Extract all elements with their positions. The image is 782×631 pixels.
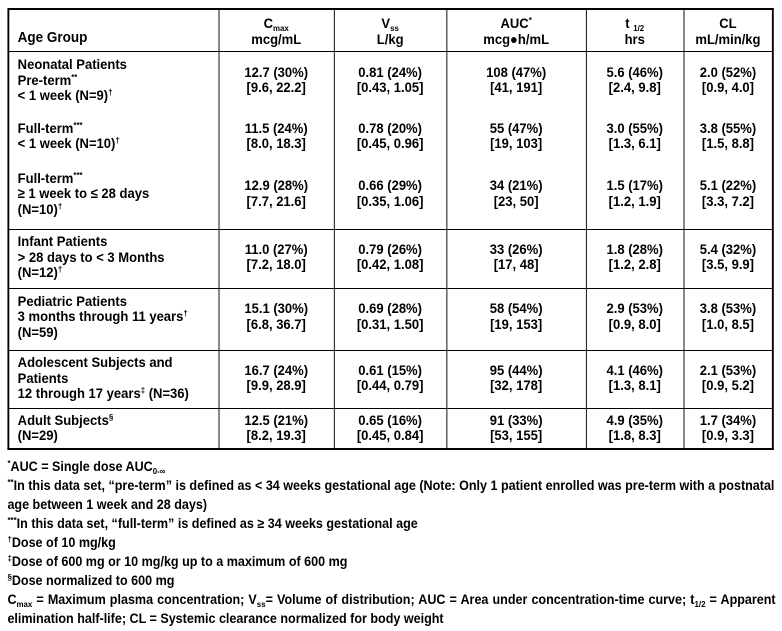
table-row: Infant Patients > 28 days to < 3 Months (N… xyxy=(7,229,774,288)
data-cell: 12.9 (28%) [7.7, 21.6] xyxy=(218,166,335,230)
data-cell: 0.61 (15%) [0.44, 0.79] xyxy=(333,350,447,408)
data-cell: 1.7 (34%) [0.9, 3.3] xyxy=(683,407,774,449)
age-group-cell: Infant Patients > 28 days to < 3 Months (N… xyxy=(7,229,220,288)
data-cell: 11.0 (27%) [7.2, 18.0] xyxy=(218,229,335,288)
table-row: Adult Subjects§ (N=29) 12.5 (21%) [8.2, 19.… xyxy=(7,407,774,449)
table-header-row: Age Group Cmax mcg/mL Vss L/kg AUC* mcg●h/mL t… xyxy=(7,9,774,52)
data-cell: 2.1 (53%) [0.9, 5.2] xyxy=(683,350,774,408)
data-cell: 3.8 (55%) [1.5, 8.8] xyxy=(683,116,774,167)
column-header-1: Cmax mcg/mL xyxy=(218,9,335,52)
data-cell: 5.1 (22%) [3.3, 7.2] xyxy=(683,166,774,230)
footnote-2: **In this data set, “pre-term” is define… xyxy=(7,476,775,512)
footnote-6: §Dose normalized to 600 mg xyxy=(7,571,175,588)
data-cell: 15.1 (30%) [6.8, 36.7] xyxy=(218,287,335,351)
data-cell: 1.5 (17%) [1.2, 1.9] xyxy=(585,166,685,230)
data-cell: 34 (21%) [23, 50] xyxy=(445,166,587,230)
footnote-4: †Dose of 10 mg/kg xyxy=(7,533,116,550)
age-group-cell: Adolescent Subjects and Patients 12 throug… xyxy=(7,350,220,408)
table-row: Pediatric Patients 3 months through 11 ye… xyxy=(7,287,774,351)
age-group-column-header: Age Group xyxy=(7,9,220,52)
data-cell: 12.7 (30%) [9.6, 22.2] xyxy=(218,51,335,117)
data-cell: 5.4 (32%) [3.5, 9.9] xyxy=(683,229,774,288)
data-cell: 3.8 (53%) [1.0, 8.5] xyxy=(683,287,774,351)
footnote-5: ‡Dose of 600 mg or 10 mg/kg up to a maxi… xyxy=(7,552,348,569)
data-cell: 11.5 (24%) [8.0, 18.3] xyxy=(218,116,335,167)
table-row: Neonatal Patients Pre-term** < 1 week (N=9… xyxy=(7,51,774,117)
data-cell: 1.8 (28%) [1.2, 2.8] xyxy=(585,229,685,288)
footnote-3: ***In this data set, “full-term” is defi… xyxy=(7,514,418,531)
data-cell: 12.5 (21%) [8.2, 19.3] xyxy=(218,407,335,449)
data-cell: 108 (47%) [41, 191] xyxy=(445,51,587,117)
data-cell: 3.0 (55%) [1.3, 6.1] xyxy=(585,116,685,167)
data-cell: 2.9 (53%) [0.9, 8.0] xyxy=(585,287,685,351)
age-group-cell: Neonatal Patients Pre-term** < 1 week (N=9… xyxy=(7,51,220,117)
table-row: Full-term*** ≥ 1 week to ≤ 28 days (N=10)†… xyxy=(7,166,774,230)
data-cell: 91 (33%) [53, 155] xyxy=(445,407,587,449)
data-cell: 95 (44%) [32, 178] xyxy=(445,350,587,408)
column-header-5: CL mL/min/kg xyxy=(683,9,774,52)
footnotes: *AUC = Single dose AUC0-∞ **In this data … xyxy=(7,450,775,628)
column-header-2: Vss L/kg xyxy=(333,9,447,52)
data-cell: 33 (26%) [17, 48] xyxy=(445,229,587,288)
age-group-cell: Pediatric Patients 3 months through 11 ye… xyxy=(7,287,220,351)
pk-table: Age Group Cmax mcg/mL Vss L/kg AUC* mcg●h/mL t… xyxy=(7,8,774,450)
data-cell: 4.1 (46%) [1.3, 8.1] xyxy=(585,350,685,408)
footnote-1: *AUC = Single dose AUC0-∞ xyxy=(7,457,166,476)
column-header-4: t 1/2 hrs xyxy=(585,9,685,52)
data-cell: 2.0 (52%) [0.9, 4.0] xyxy=(683,51,774,117)
table-row: Full-term*** < 1 week (N=10)† 11.5 (24%) [8… xyxy=(7,116,774,167)
data-cell: 5.6 (46%) [2.4, 9.8] xyxy=(585,51,685,117)
data-cell: 0.81 (24%) [0.43, 1.05] xyxy=(333,51,447,117)
age-group-cell: Full-term*** < 1 week (N=10)† xyxy=(7,116,220,167)
age-group-cell: Adult Subjects§ (N=29) xyxy=(7,407,220,449)
data-cell: 0.65 (16%) [0.45, 0.84] xyxy=(333,407,447,449)
footnote-7: Cmax = Maximum plasma concentration; Vss… xyxy=(7,591,776,626)
table-body: Neonatal Patients Pre-term** < 1 week (N=9… xyxy=(7,51,774,449)
data-cell: 0.69 (28%) [0.31, 1.50] xyxy=(333,287,447,351)
table-row: Adolescent Subjects and Patients 12 throug… xyxy=(7,350,774,408)
data-cell: 0.79 (26%) [0.42, 1.08] xyxy=(333,229,447,288)
age-group-cell: Full-term*** ≥ 1 week to ≤ 28 days (N=10)† xyxy=(7,166,220,230)
data-cell: 4.9 (35%) [1.8, 8.3] xyxy=(585,407,685,449)
data-cell: 0.66 (29%) [0.35, 1.06] xyxy=(333,166,447,230)
data-cell: 58 (54%) [19, 153] xyxy=(445,287,587,351)
data-cell: 0.78 (20%) [0.45, 0.96] xyxy=(333,116,447,167)
data-cell: 16.7 (24%) [9.9, 28.9] xyxy=(218,350,335,408)
data-cell: 55 (47%) [19, 103] xyxy=(445,116,587,167)
column-header-3: AUC* mcg●h/mL xyxy=(445,9,587,52)
